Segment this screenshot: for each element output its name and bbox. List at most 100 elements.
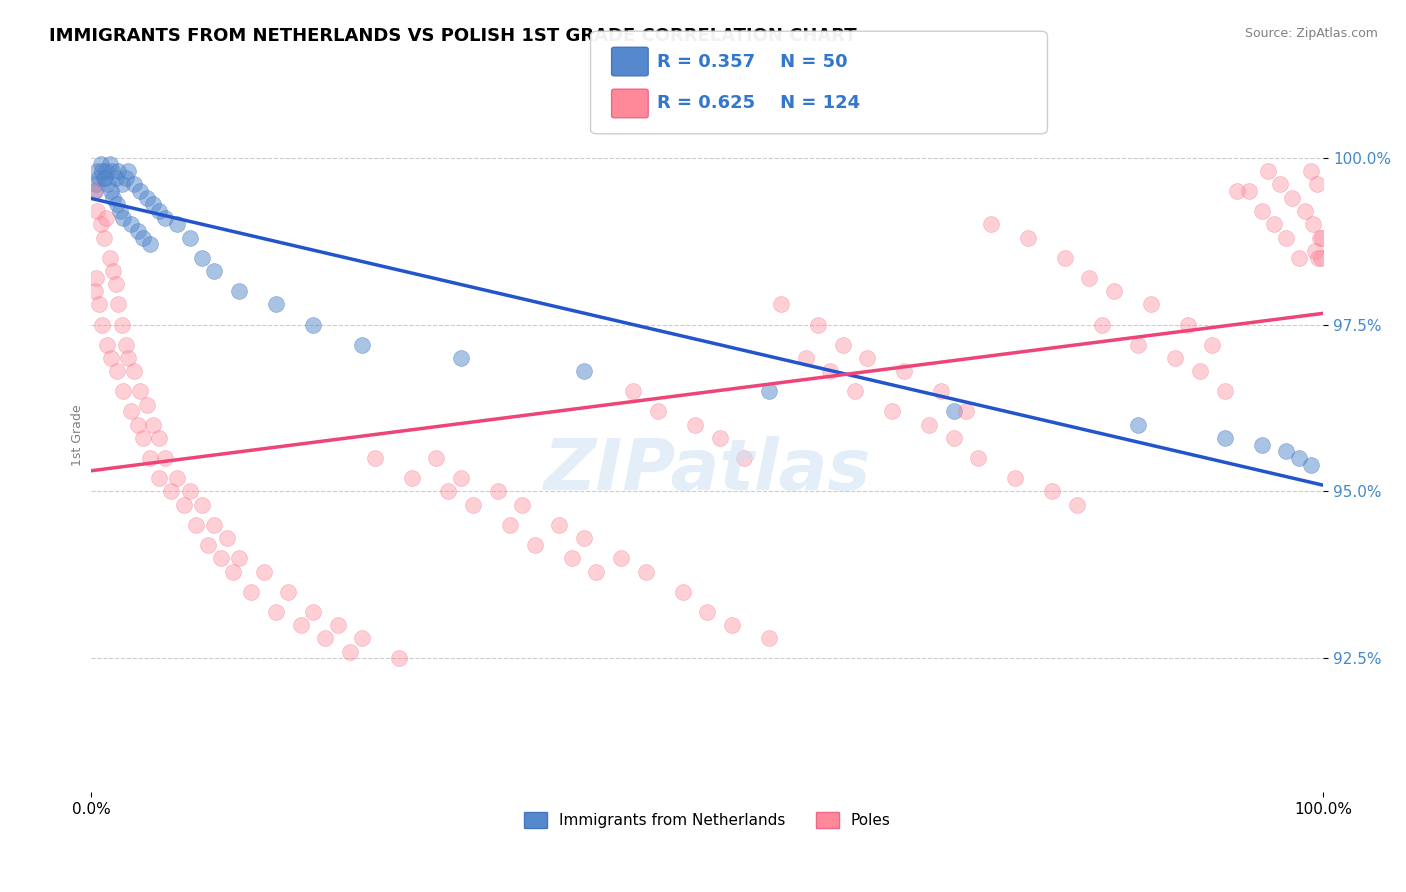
Point — [1308, 251, 1330, 265]
Point — [160, 484, 183, 499]
Point — [1004, 471, 1026, 485]
Text: R = 0.625    N = 124: R = 0.625 N = 124 — [657, 95, 859, 112]
Point — [1250, 438, 1272, 452]
Point — [228, 284, 250, 298]
Point — [179, 484, 201, 499]
Point — [84, 178, 107, 192]
Point — [450, 351, 472, 365]
Point — [264, 605, 287, 619]
Point — [264, 297, 287, 311]
Point — [1250, 204, 1272, 219]
Point — [139, 237, 162, 252]
Point — [107, 164, 129, 178]
Point — [572, 531, 595, 545]
Point — [139, 451, 162, 466]
Point — [197, 538, 219, 552]
Point — [1189, 364, 1212, 378]
Point — [120, 218, 142, 232]
Point — [831, 337, 853, 351]
Point — [1257, 164, 1279, 178]
Point — [104, 277, 127, 292]
Point — [1299, 458, 1322, 472]
Point — [91, 318, 114, 332]
Point — [103, 191, 125, 205]
Point — [91, 164, 114, 178]
Point — [148, 204, 170, 219]
Point — [135, 398, 157, 412]
Point — [132, 230, 155, 244]
Point — [222, 565, 245, 579]
Text: IMMIGRANTS FROM NETHERLANDS VS POLISH 1ST GRADE CORRELATION CHART: IMMIGRANTS FROM NETHERLANDS VS POLISH 1S… — [49, 27, 856, 45]
Point — [1053, 251, 1076, 265]
Point — [1213, 431, 1236, 445]
Point — [794, 351, 817, 365]
Point — [363, 451, 385, 466]
Point — [117, 164, 139, 178]
Point — [90, 157, 112, 171]
Point — [683, 417, 706, 432]
Point — [124, 364, 146, 378]
Point — [103, 264, 125, 278]
Point — [87, 170, 110, 185]
Point — [401, 471, 423, 485]
Legend: Immigrants from Netherlands, Poles: Immigrants from Netherlands, Poles — [517, 806, 897, 834]
Point — [94, 164, 117, 178]
Point — [277, 584, 299, 599]
Point — [1078, 270, 1101, 285]
Point — [1164, 351, 1187, 365]
Point — [84, 270, 107, 285]
Point — [93, 230, 115, 244]
Point — [1268, 178, 1291, 192]
Point — [191, 498, 214, 512]
Point — [100, 184, 122, 198]
Point — [820, 364, 842, 378]
Point — [302, 318, 325, 332]
Point — [148, 431, 170, 445]
Point — [202, 517, 225, 532]
Point — [202, 264, 225, 278]
Point — [1303, 244, 1326, 258]
Point — [1128, 417, 1150, 432]
Point — [1017, 230, 1039, 244]
Point — [1275, 230, 1298, 244]
Point — [450, 471, 472, 485]
Point — [1281, 191, 1303, 205]
Point — [634, 565, 657, 579]
Point — [112, 211, 135, 225]
Point — [1139, 297, 1161, 311]
Point — [499, 517, 522, 532]
Point — [142, 197, 165, 211]
Point — [931, 384, 953, 399]
Text: ZIPatlas: ZIPatlas — [544, 436, 870, 505]
Point — [105, 364, 128, 378]
Point — [980, 218, 1002, 232]
Point — [770, 297, 793, 311]
Point — [98, 157, 121, 171]
Point — [621, 384, 644, 399]
Point — [114, 170, 136, 185]
Point — [114, 337, 136, 351]
Point — [572, 364, 595, 378]
Point — [184, 517, 207, 532]
Point — [153, 211, 176, 225]
Point — [1128, 337, 1150, 351]
Point — [425, 451, 447, 466]
Point — [1309, 230, 1331, 244]
Point — [87, 297, 110, 311]
Point — [1177, 318, 1199, 332]
Point — [1310, 230, 1333, 244]
Point — [107, 297, 129, 311]
Point — [733, 451, 755, 466]
Point — [1302, 218, 1324, 232]
Point — [83, 284, 105, 298]
Point — [96, 178, 118, 192]
Point — [112, 384, 135, 399]
Point — [585, 565, 607, 579]
Point — [100, 351, 122, 365]
Point — [1102, 284, 1125, 298]
Point — [191, 251, 214, 265]
Point — [942, 431, 965, 445]
Point — [253, 565, 276, 579]
Point — [647, 404, 669, 418]
Point — [302, 605, 325, 619]
